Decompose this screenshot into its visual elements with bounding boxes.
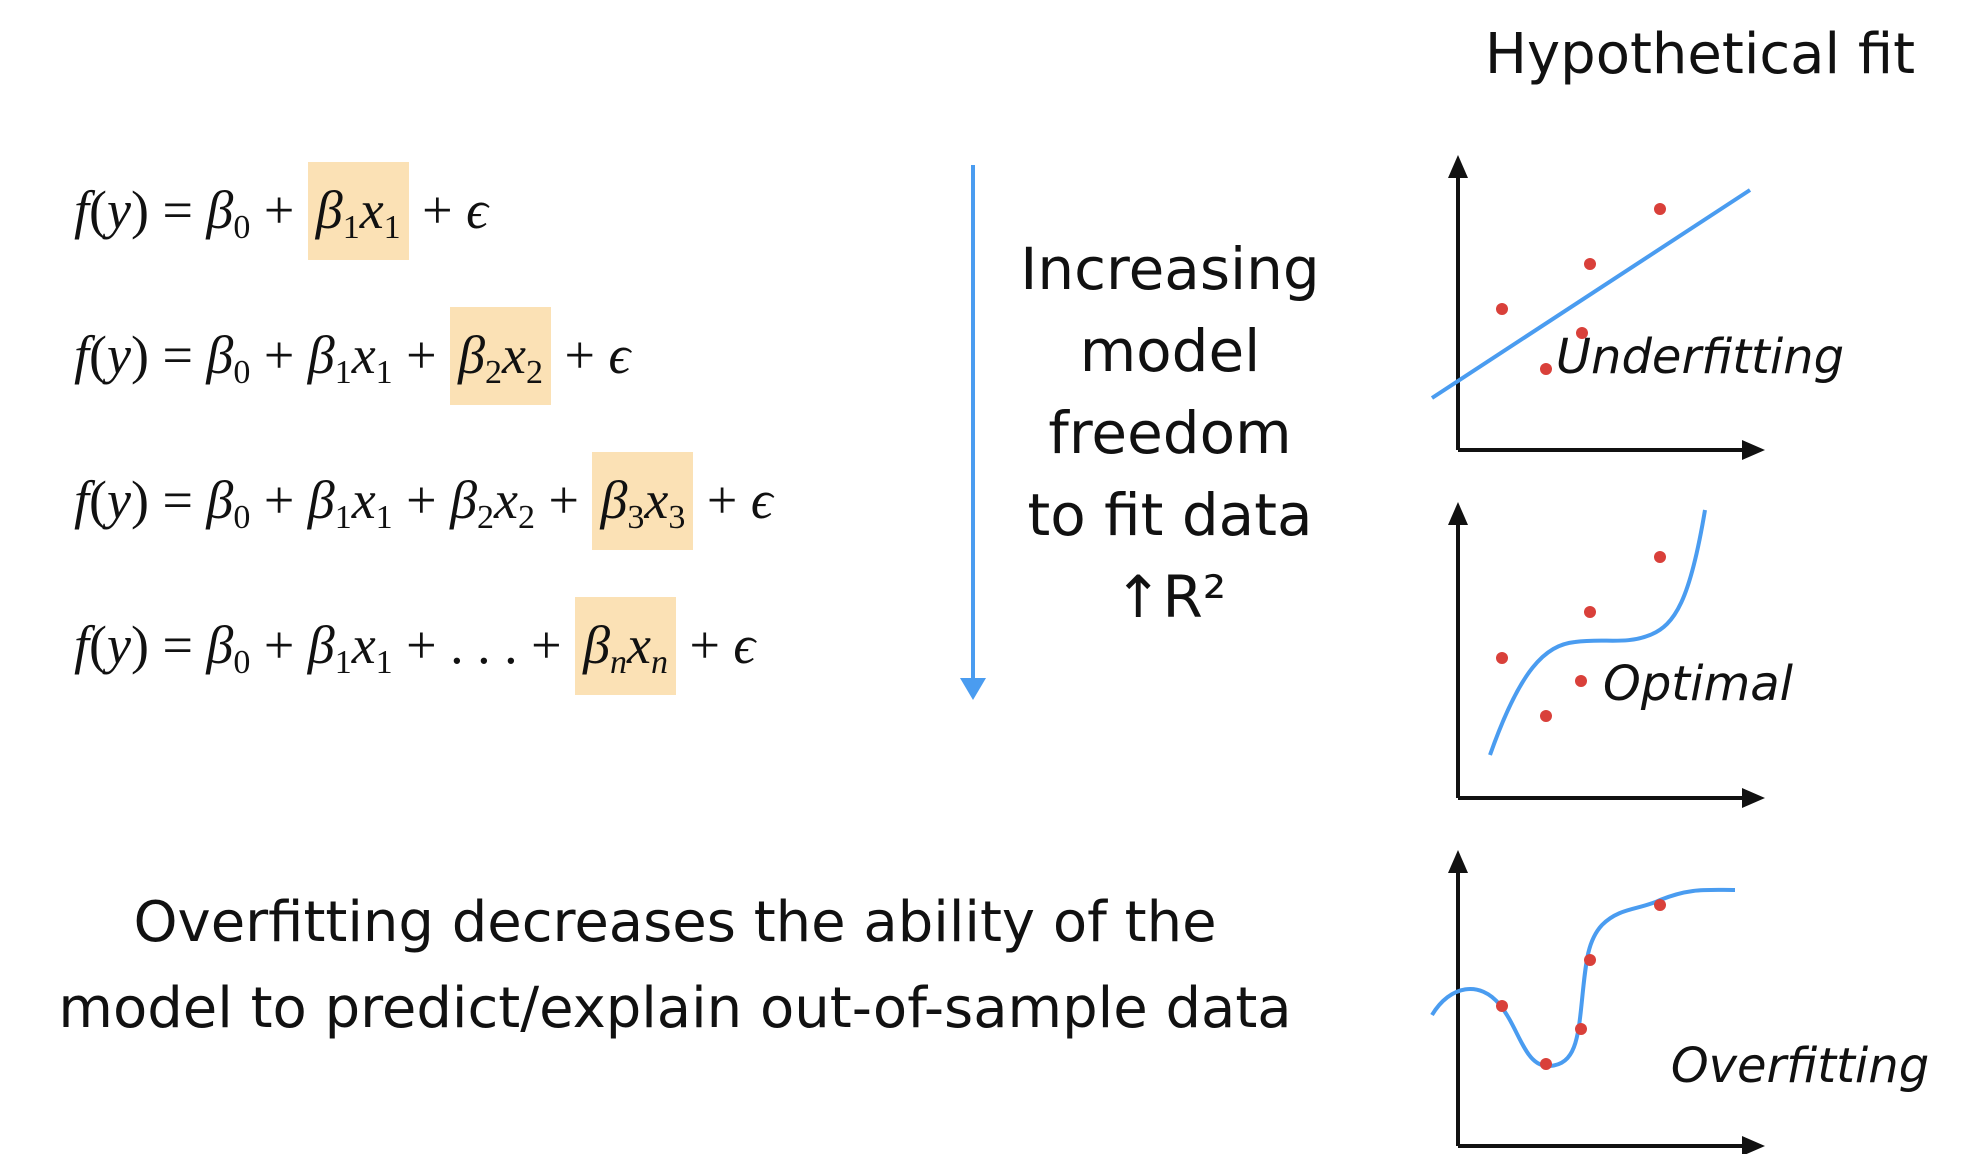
- plot-axes: [1448, 502, 1765, 808]
- equation-4: f(y) = β0 + β1x1 + . . . + βnxn + ϵ: [74, 597, 755, 695]
- data-point: [1654, 203, 1666, 215]
- highlighted-term: β1x1: [307, 162, 409, 260]
- fit-curve: [1488, 509, 1707, 756]
- data-point: [1575, 675, 1587, 687]
- data-point: [1584, 258, 1596, 270]
- data-point: [1575, 1023, 1587, 1035]
- arrow-annotation: Increasing model freedom to fit data ↑R²: [1000, 228, 1340, 638]
- plot-optimal: Optimal: [1448, 502, 1794, 808]
- caption-line: Overfitting decreases the ability of the: [133, 890, 1217, 955]
- data-points: [1496, 551, 1666, 722]
- data-point: [1584, 606, 1596, 618]
- arrow-text-line: Increasing: [1020, 235, 1320, 303]
- increasing-freedom-arrow: [960, 165, 986, 700]
- plot-label: Underfitting: [1556, 329, 1844, 385]
- plot-label: Overfitting: [1671, 1038, 1929, 1094]
- equation-2: f(y) = β0 + β1x1 + β2x2 + ϵ: [74, 307, 630, 405]
- plot-axes: [1448, 155, 1765, 460]
- plot-overfitting: Overfitting: [1430, 850, 1929, 1154]
- data-point: [1496, 1000, 1508, 1012]
- data-point: [1654, 551, 1666, 563]
- data-point: [1576, 327, 1588, 339]
- equation-1: f(y) = β0 + β1x1 + ϵ: [74, 162, 488, 260]
- data-points: [1496, 899, 1666, 1070]
- equation-3: f(y) = β0 + β1x1 + β2x2 + β3x3 + ϵ: [74, 452, 773, 550]
- plot-label: Optimal: [1603, 656, 1794, 712]
- plot-axes: [1448, 850, 1765, 1154]
- data-point: [1584, 954, 1596, 966]
- arrow-text-line: model: [1079, 317, 1261, 385]
- arrow-text-line: ↑R²: [1113, 563, 1227, 631]
- caption-line: model to predict/explain out-of-sample d…: [58, 976, 1292, 1041]
- data-point: [1540, 1058, 1552, 1070]
- plot-underfitting: Underfitting: [1430, 155, 1844, 460]
- caption: Overfitting decreases the ability of the…: [20, 880, 1330, 1052]
- highlighted-term: βnxn: [575, 597, 676, 695]
- data-point: [1496, 652, 1508, 664]
- diagram-title: Hypothetical fit: [1484, 22, 1916, 87]
- highlighted-term: β2x2: [450, 307, 551, 405]
- arrow-text-line: to fit data: [1027, 481, 1313, 549]
- data-point: [1654, 899, 1666, 911]
- data-point: [1540, 363, 1552, 375]
- data-points: [1496, 203, 1666, 375]
- fit-line: [1430, 188, 1752, 400]
- data-point: [1496, 303, 1508, 315]
- arrow-text-line: freedom: [1048, 399, 1292, 467]
- highlighted-term: β3x3: [592, 452, 694, 550]
- data-point: [1540, 710, 1552, 722]
